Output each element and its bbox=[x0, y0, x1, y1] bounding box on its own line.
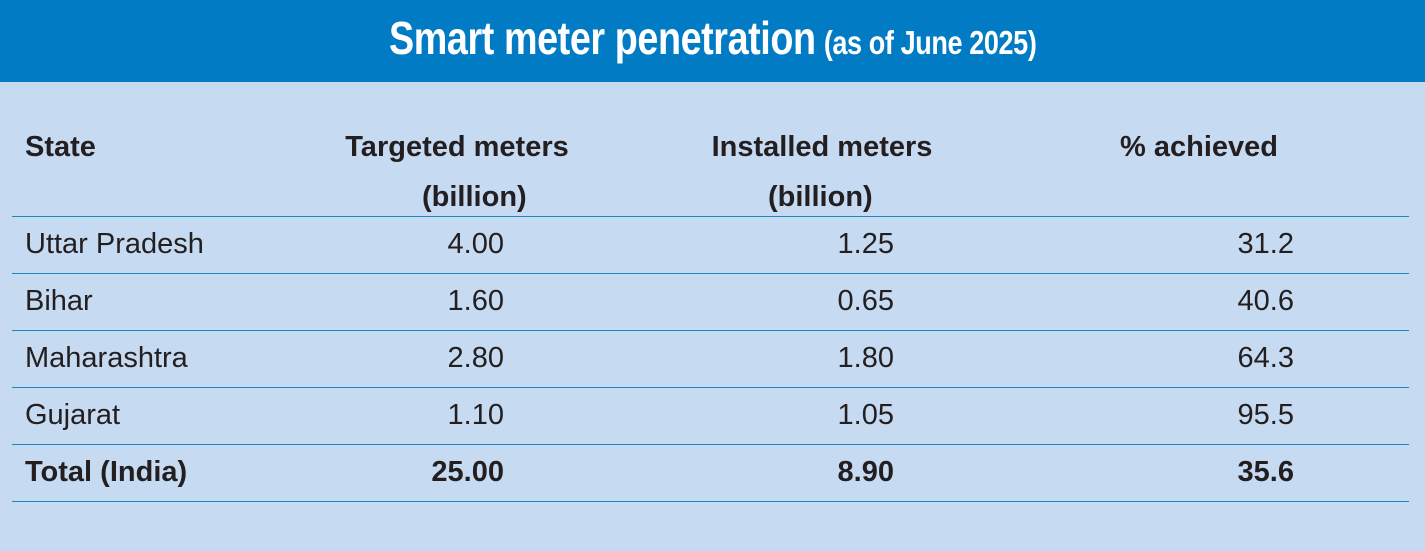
cell-state: Bihar bbox=[25, 285, 93, 317]
header-installed-unit: (billion) bbox=[768, 181, 873, 213]
table-row: Gujarat 1.10 1.05 95.5 bbox=[12, 388, 1409, 445]
table-row: Maharashtra 2.80 1.80 64.3 bbox=[12, 331, 1409, 388]
header-targeted-unit: (billion) bbox=[422, 181, 527, 213]
header-targeted-label: Targeted meters bbox=[345, 131, 569, 163]
chart-subtitle: (as of June 2025) bbox=[823, 24, 1037, 61]
cell-installed: 1.80 bbox=[837, 342, 894, 374]
table-header-row: State Targeted meters (billion) Installe… bbox=[12, 122, 1409, 217]
cell-installed: 1.05 bbox=[837, 399, 894, 431]
table-row: Uttar Pradesh 4.00 1.25 31.2 bbox=[12, 217, 1409, 274]
cell-targeted: 4.00 bbox=[447, 228, 504, 260]
header-installed: Installed meters (billion) bbox=[692, 122, 952, 222]
cell-pct: 95.5 bbox=[1237, 399, 1294, 431]
table-row: Bihar 1.60 0.65 40.6 bbox=[12, 274, 1409, 331]
header-targeted: Targeted meters (billion) bbox=[322, 122, 592, 222]
header-installed-label: Installed meters bbox=[711, 131, 933, 163]
header-state: State bbox=[25, 122, 96, 172]
cell-state: Gujarat bbox=[25, 399, 121, 431]
chart-title-text: Smart meter penetration bbox=[388, 12, 816, 64]
cell-state: Uttar Pradesh bbox=[25, 228, 204, 260]
header-state-label: State bbox=[25, 131, 96, 163]
cell-targeted: 1.10 bbox=[447, 399, 504, 431]
cell-targeted: 2.80 bbox=[447, 342, 504, 374]
header-pct: % achieved bbox=[1120, 122, 1278, 172]
cell-total-installed: 8.90 bbox=[837, 456, 894, 488]
cell-pct: 31.2 bbox=[1237, 228, 1294, 260]
title-banner: Smart meter penetration (as of June 2025) bbox=[0, 0, 1425, 82]
cell-total-targeted: 25.00 bbox=[431, 456, 504, 488]
cell-pct: 40.6 bbox=[1237, 285, 1294, 317]
cell-pct: 64.3 bbox=[1237, 342, 1294, 374]
data-table: State Targeted meters (billion) Installe… bbox=[12, 122, 1409, 502]
header-pct-label: % achieved bbox=[1120, 131, 1278, 163]
cell-targeted: 1.60 bbox=[447, 285, 504, 317]
table-total-row: Total (India) 25.00 8.90 35.6 bbox=[12, 445, 1409, 502]
chart-title: Smart meter penetration (as of June 2025) bbox=[388, 11, 1037, 65]
cell-installed: 1.25 bbox=[837, 228, 894, 260]
cell-state: Maharashtra bbox=[25, 342, 188, 374]
cell-installed: 0.65 bbox=[837, 285, 894, 317]
cell-total-pct: 35.6 bbox=[1237, 456, 1294, 488]
cell-total-state: Total (India) bbox=[25, 456, 188, 488]
